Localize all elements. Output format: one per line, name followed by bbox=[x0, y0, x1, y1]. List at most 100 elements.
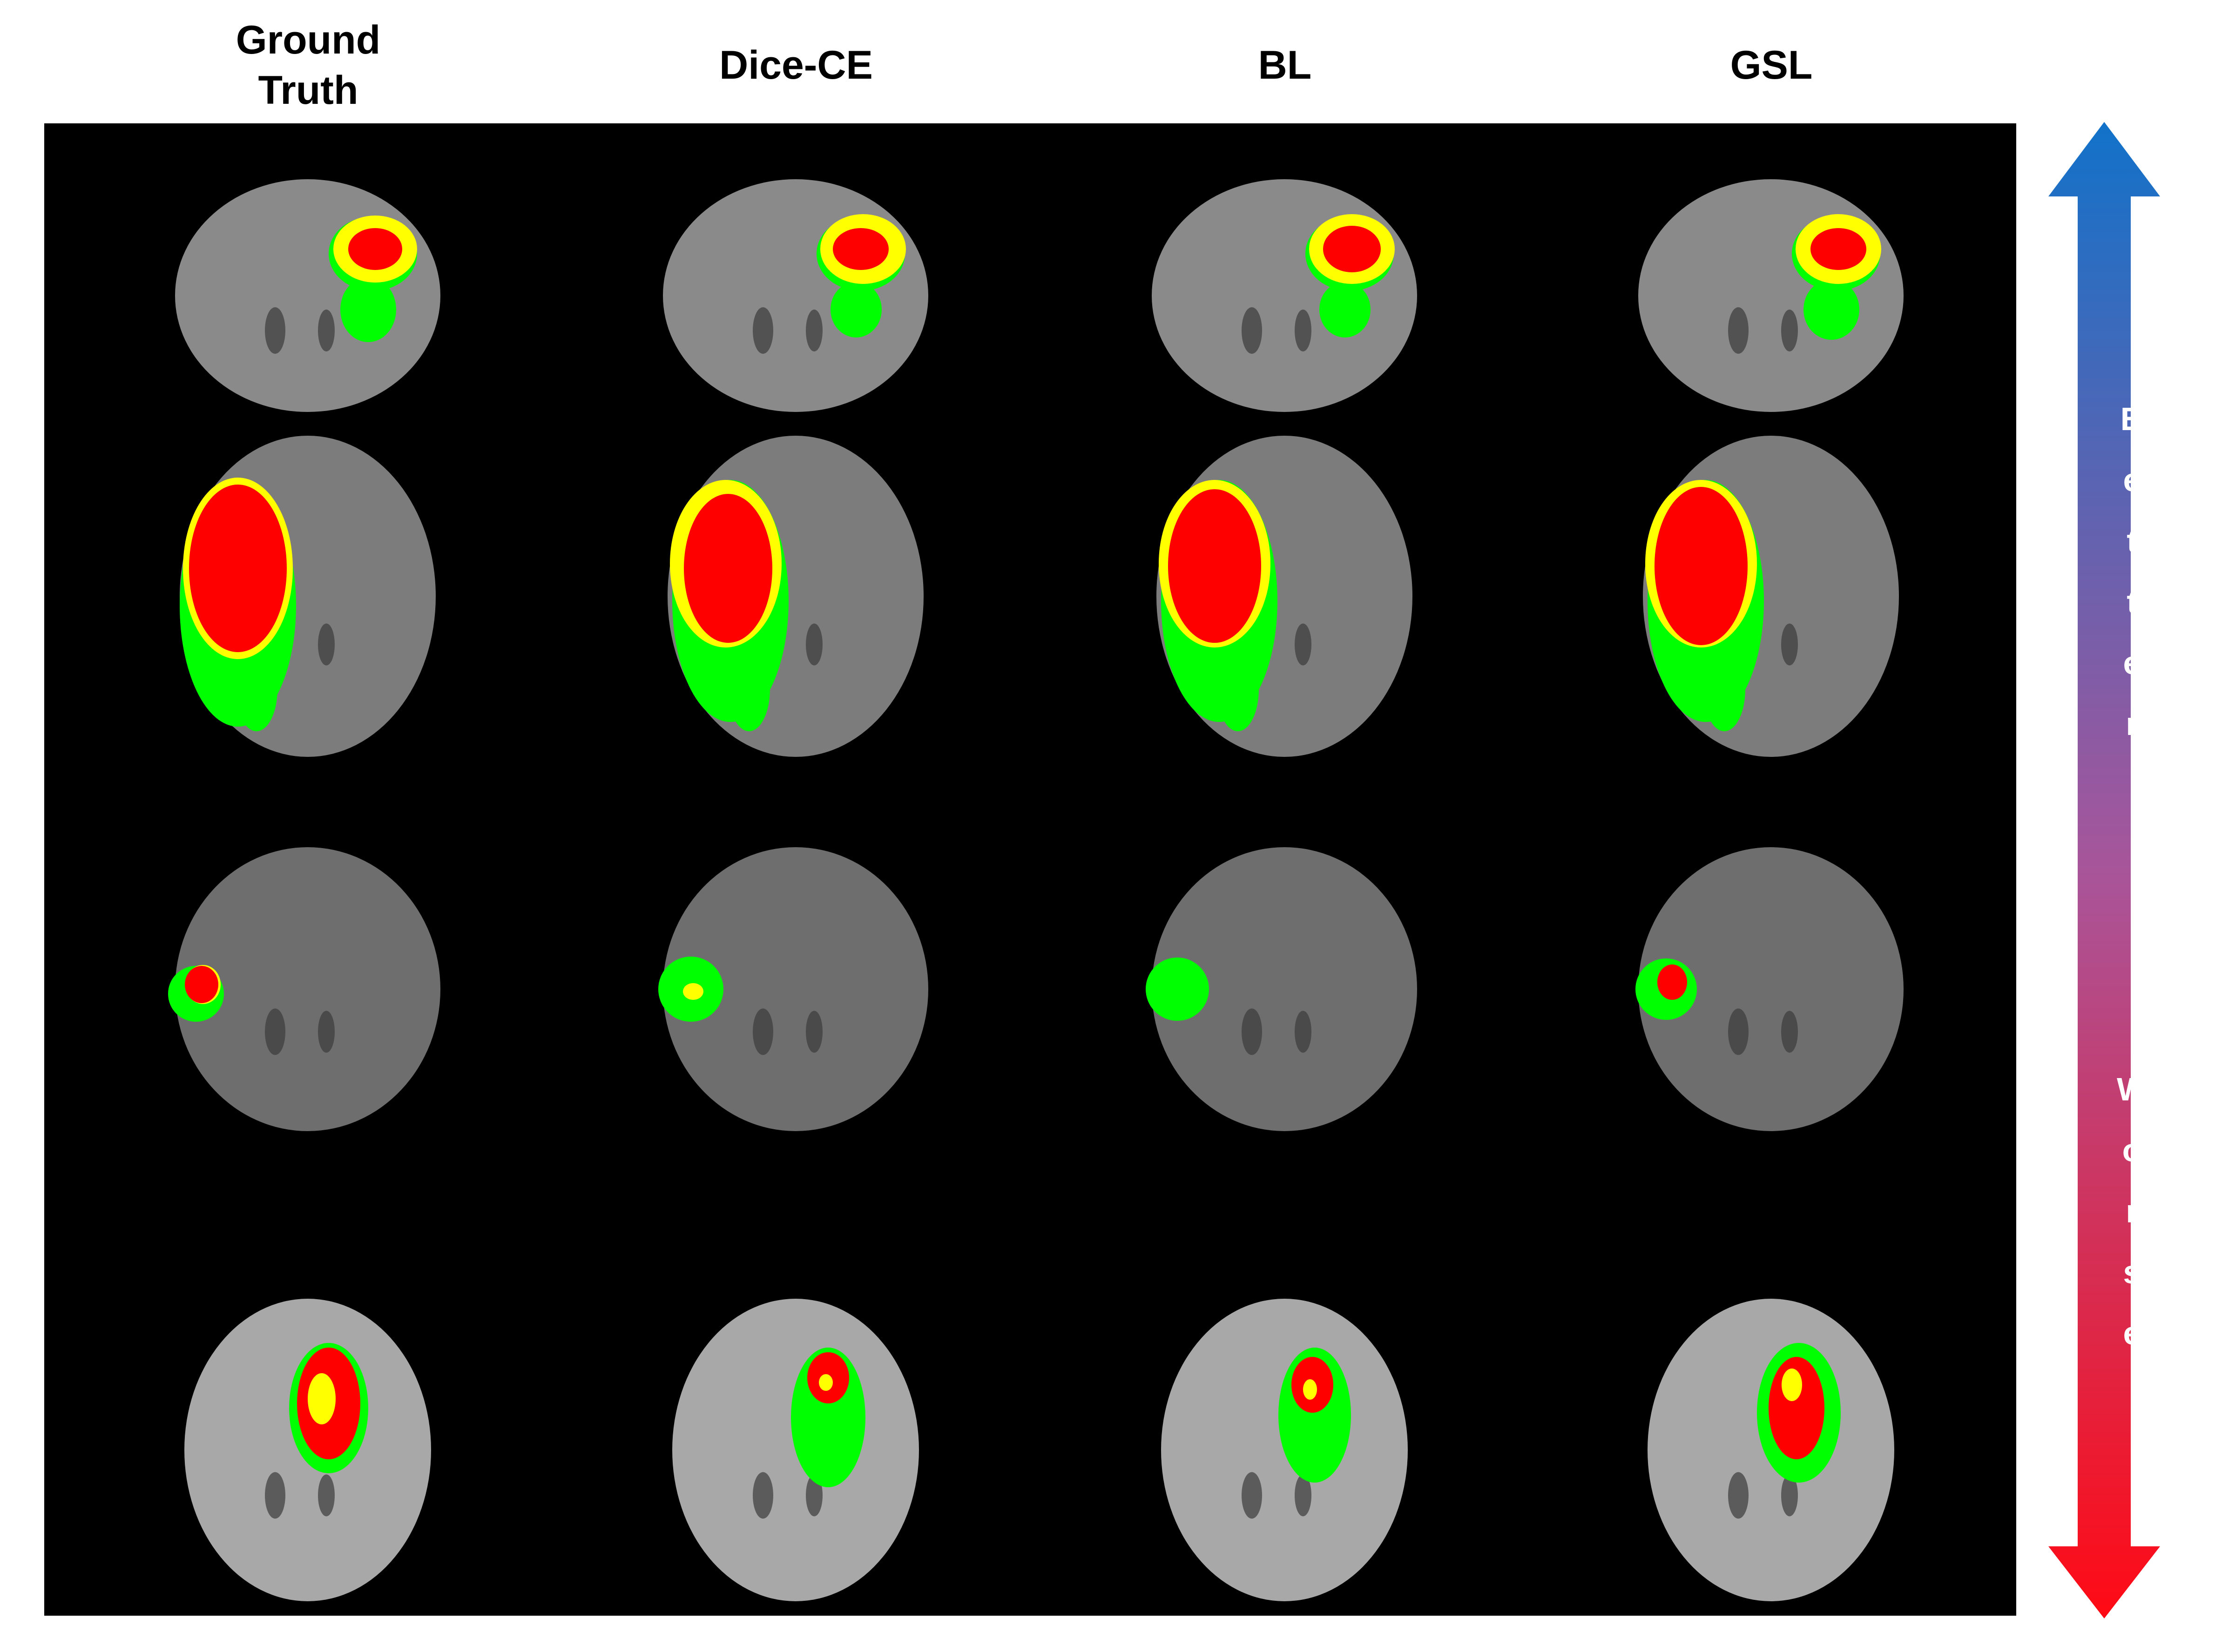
segmentation-core bbox=[189, 485, 287, 652]
brain-mri-panel bbox=[1156, 436, 1412, 757]
ventricle bbox=[1728, 1472, 1749, 1519]
ventricle bbox=[1295, 623, 1311, 666]
segmentation-core bbox=[684, 494, 772, 643]
segmentation-edema bbox=[1146, 957, 1209, 1021]
arrow-letter: e bbox=[2123, 645, 2141, 681]
segmentation-core bbox=[833, 228, 889, 270]
segmentation-core bbox=[185, 966, 218, 1003]
grid-cell bbox=[161, 165, 454, 426]
ventricle bbox=[265, 1472, 285, 1519]
segmentation-enhancing bbox=[1303, 1379, 1317, 1400]
brain-mri-panel bbox=[1635, 847, 1904, 1131]
brain-mri-panel bbox=[1161, 1299, 1408, 1601]
arrow-letter: o bbox=[2122, 1132, 2142, 1168]
ventricle bbox=[318, 310, 335, 351]
brain-slice bbox=[1638, 847, 1904, 1131]
arrow-letter: t bbox=[2127, 584, 2138, 620]
grid-cell bbox=[654, 422, 938, 771]
arrow-letter: r bbox=[2126, 1193, 2139, 1229]
brain-mri-panel bbox=[1643, 436, 1899, 757]
header-gsl: GSL bbox=[1730, 43, 1813, 88]
ventricle bbox=[318, 1011, 335, 1053]
header-dice-ce: Dice-CE bbox=[719, 43, 873, 88]
brain-slice bbox=[1638, 179, 1904, 412]
ventricle bbox=[265, 1008, 285, 1055]
better-worse-arrow bbox=[2048, 122, 2160, 1618]
segmentation-core bbox=[348, 228, 402, 270]
brain-mri-panel bbox=[672, 1299, 919, 1601]
ventricle bbox=[1295, 1011, 1311, 1053]
brain-slice bbox=[663, 847, 928, 1131]
grid-cell bbox=[649, 833, 942, 1145]
grid-cell bbox=[658, 1285, 933, 1615]
brain-mri-panel bbox=[658, 847, 928, 1131]
segmentation-edema bbox=[340, 277, 396, 342]
brain-mri-panel bbox=[168, 847, 440, 1131]
arrow-letter: W bbox=[2116, 1071, 2148, 1107]
brain-slice bbox=[1152, 847, 1417, 1131]
segmentation-enhancing bbox=[308, 1373, 336, 1424]
grid-cell bbox=[1147, 1285, 1422, 1615]
ventricle bbox=[265, 307, 285, 354]
segmentation-core bbox=[1323, 226, 1381, 272]
brain-mri-panel bbox=[180, 436, 436, 757]
grid-cell bbox=[170, 1285, 445, 1615]
segmentation-core bbox=[1655, 487, 1748, 645]
arrow-letter: e bbox=[2123, 1315, 2141, 1351]
brain-slice bbox=[663, 179, 928, 412]
grid-cell bbox=[161, 833, 454, 1145]
segmentation-edema bbox=[1319, 282, 1371, 337]
segmentation-edema bbox=[1703, 647, 1745, 731]
arrow-letter: s bbox=[2123, 1254, 2141, 1290]
ventricle bbox=[806, 310, 823, 351]
brain-mri-panel bbox=[1152, 179, 1417, 412]
brain-mri-panel bbox=[668, 436, 924, 757]
brain-mri-panel bbox=[663, 179, 928, 412]
grid-cell bbox=[1634, 1285, 1908, 1615]
ventricle bbox=[753, 1008, 773, 1055]
header-ground-truth: Ground Truth bbox=[236, 18, 381, 113]
ventricle bbox=[318, 623, 335, 666]
ventricle bbox=[753, 307, 773, 354]
arrow-letter: t bbox=[2127, 523, 2138, 559]
arrow-shape bbox=[2048, 122, 2160, 1618]
segmentation-enhancing bbox=[683, 983, 703, 1000]
brain-slice bbox=[1152, 179, 1417, 412]
arrow-letter: r bbox=[2126, 706, 2139, 742]
ventricle bbox=[1242, 307, 1262, 354]
segmentation-grid bbox=[44, 123, 2016, 1616]
brain-mri-panel bbox=[175, 179, 440, 412]
brain-mri-panel bbox=[1146, 847, 1417, 1131]
ventricle bbox=[806, 623, 823, 666]
ventricle bbox=[1781, 623, 1798, 666]
brain-mri-panel bbox=[184, 1299, 431, 1601]
grid-cell bbox=[166, 422, 450, 771]
grid-cell bbox=[649, 165, 942, 426]
grid-cell bbox=[1138, 833, 1431, 1145]
segmentation-edema bbox=[1803, 279, 1859, 340]
ventricle bbox=[806, 1011, 823, 1053]
grid-cell bbox=[1138, 165, 1431, 426]
arrow-letter: B bbox=[2120, 401, 2144, 437]
grid-cell bbox=[1624, 833, 1918, 1145]
segmentation-edema bbox=[1217, 647, 1259, 731]
ventricle bbox=[753, 1472, 773, 1519]
ventricle bbox=[806, 1474, 823, 1517]
ventricle bbox=[1728, 1008, 1749, 1055]
segmentation-enhancing bbox=[1782, 1369, 1802, 1401]
segmentation-enhancing bbox=[819, 1374, 833, 1391]
ventricle bbox=[1295, 310, 1311, 351]
header-bl: BL bbox=[1258, 43, 1312, 88]
segmentation-edema bbox=[236, 647, 277, 731]
ventricle bbox=[1295, 1474, 1311, 1517]
ventricle bbox=[318, 1474, 335, 1517]
brain-slice bbox=[175, 179, 440, 412]
brain-mri-panel bbox=[1638, 179, 1904, 412]
brain-slice bbox=[175, 847, 440, 1131]
segmentation-edema bbox=[831, 282, 882, 337]
ventricle bbox=[1781, 1474, 1798, 1517]
ventricle bbox=[1781, 310, 1798, 351]
segmentation-edema bbox=[728, 647, 770, 731]
brain-mri-panel bbox=[1648, 1299, 1894, 1601]
grid-cell bbox=[1624, 165, 1918, 426]
